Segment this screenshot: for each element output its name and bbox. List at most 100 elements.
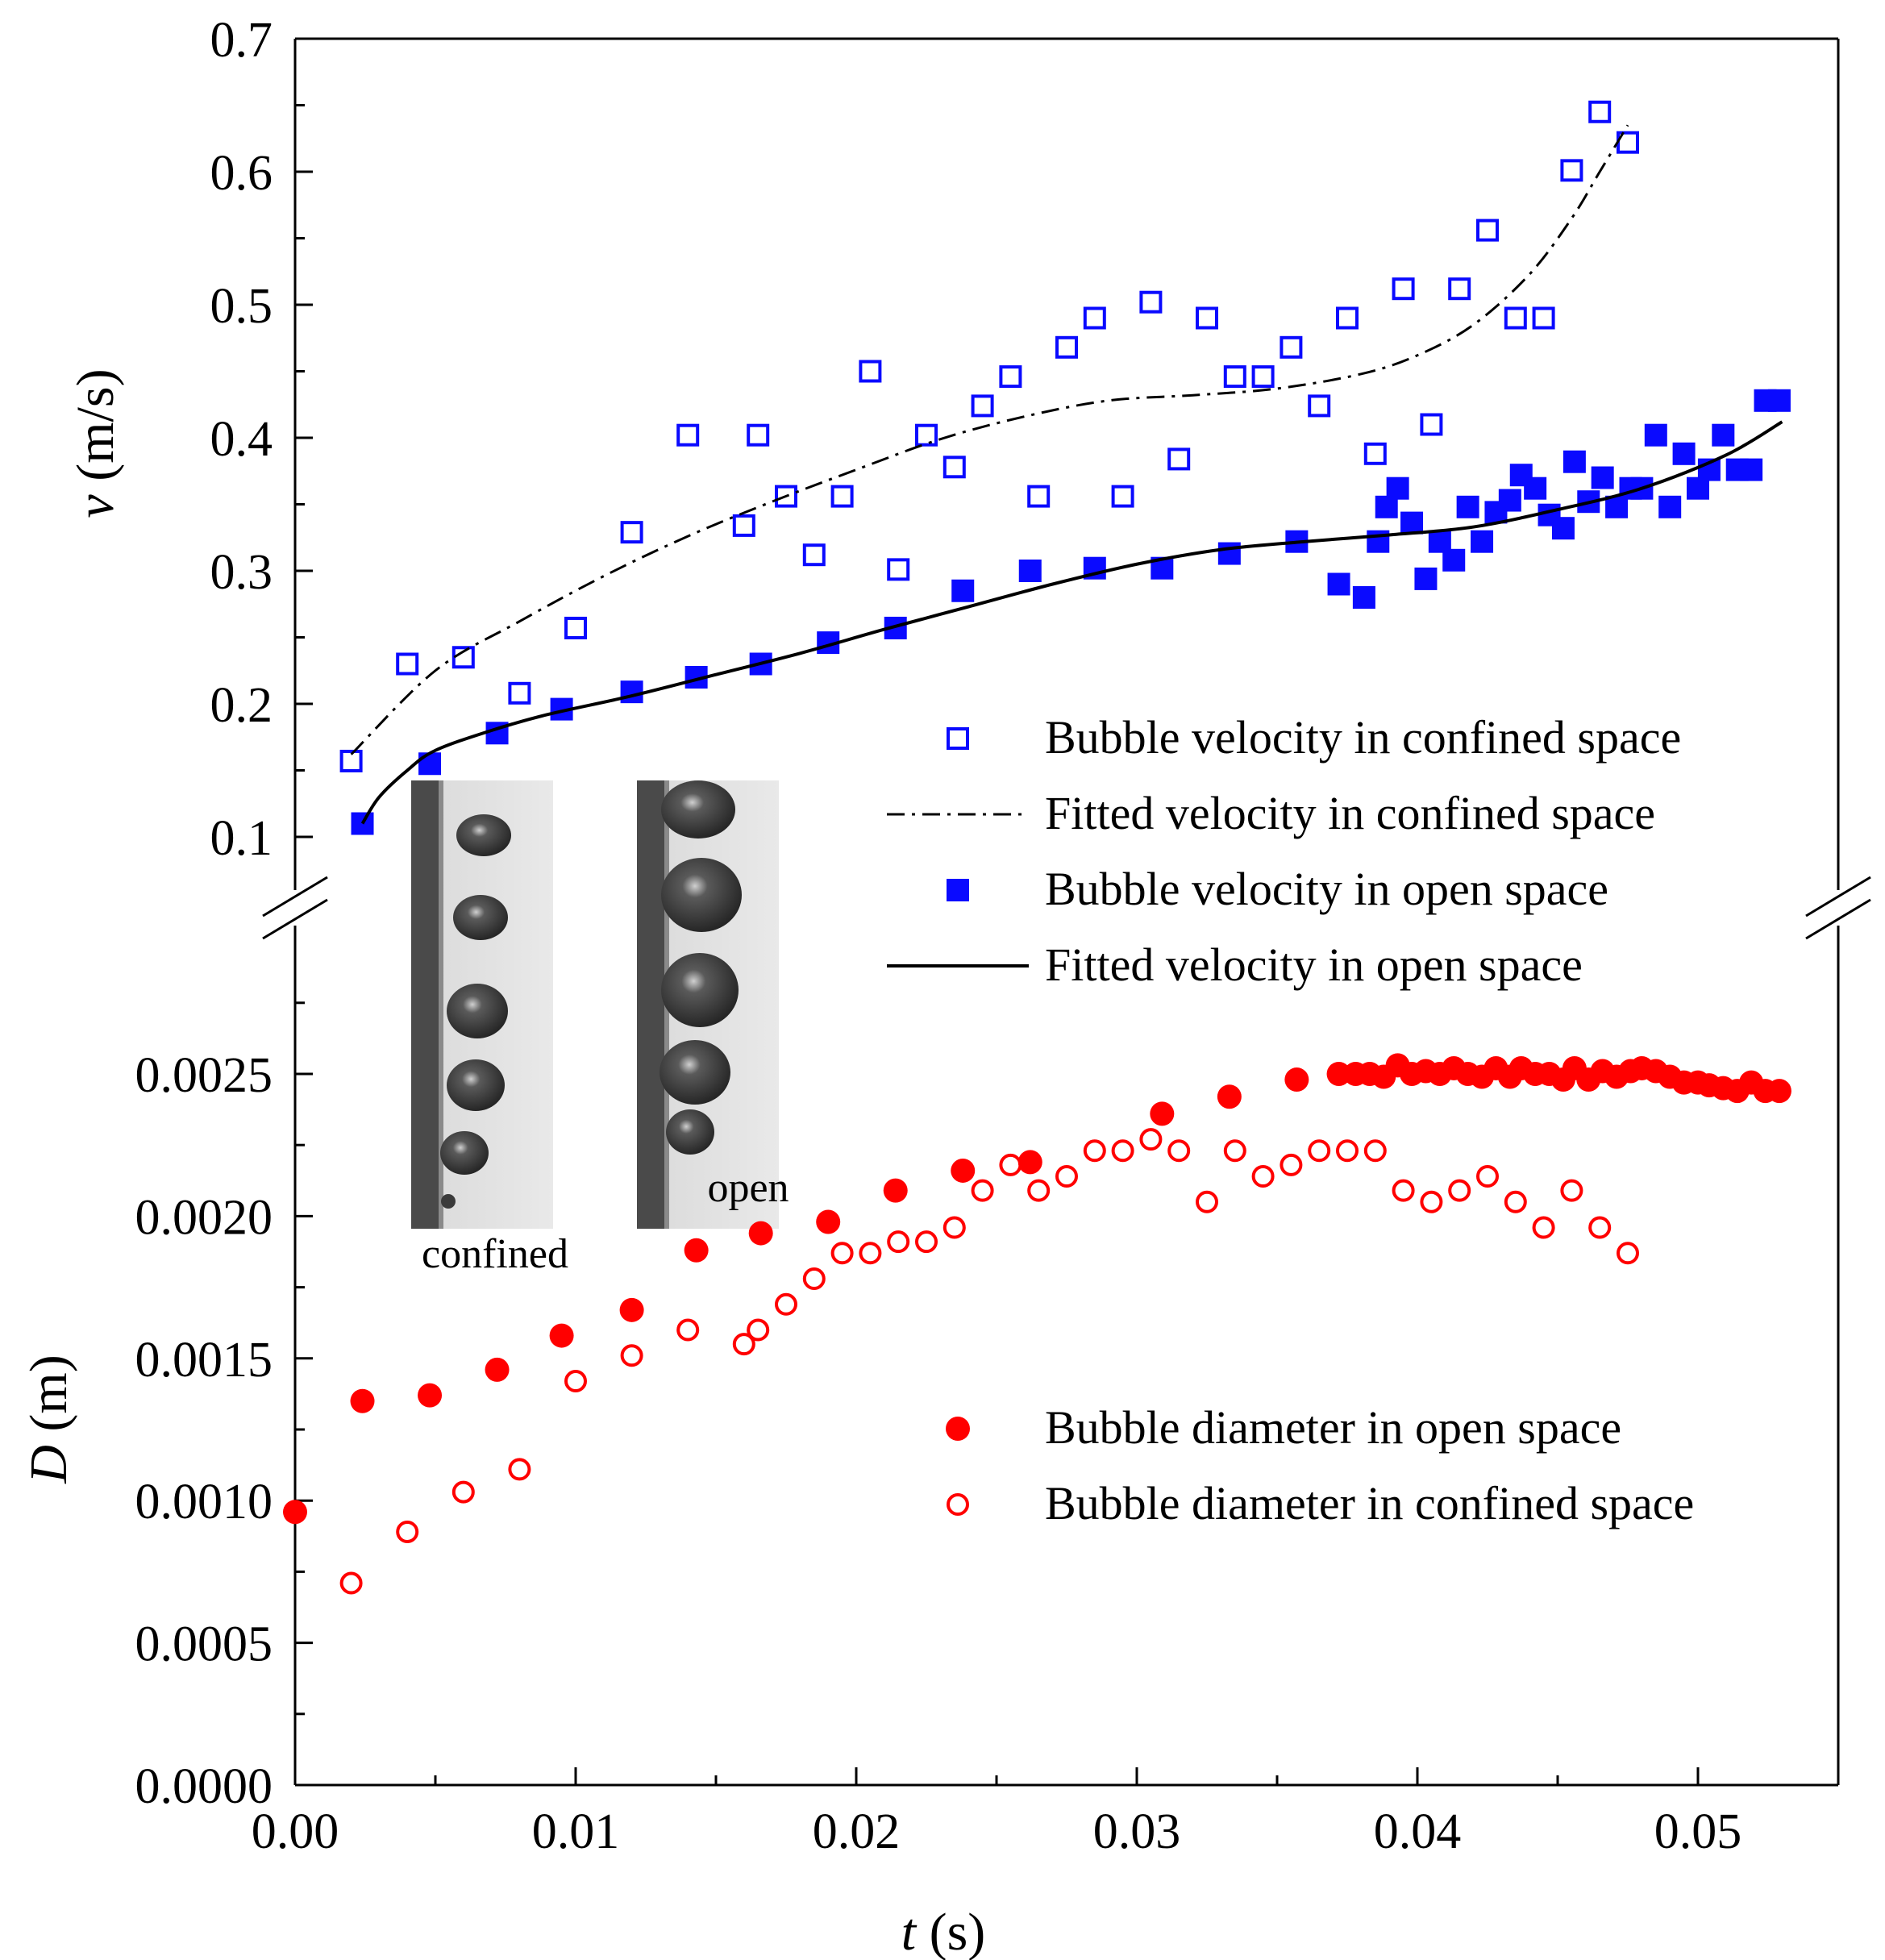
- data-point: [802, 1267, 826, 1291]
- data-point: [1658, 495, 1682, 518]
- data-point: [1672, 442, 1696, 465]
- data-point: [1217, 1084, 1242, 1109]
- data-point: [283, 1500, 307, 1525]
- data-point: [1363, 442, 1387, 465]
- data-point: [1767, 389, 1791, 412]
- plot-frame: [262, 37, 1871, 1787]
- data-point: [485, 1357, 510, 1382]
- series-bubble-diameter-in-confined-space: [339, 1128, 1639, 1595]
- data-point: [418, 1383, 443, 1408]
- data-point: [747, 423, 770, 447]
- data-point: [1111, 485, 1134, 508]
- data-point: [1018, 560, 1042, 582]
- data-point: [775, 1292, 797, 1316]
- data-point: [1083, 1139, 1106, 1163]
- top-y-tick-label: 0.3: [210, 545, 273, 600]
- data-point: [418, 752, 442, 776]
- data-point: [508, 1458, 531, 1481]
- data-point: [1196, 1190, 1218, 1213]
- data-point: [1551, 517, 1575, 540]
- legend-symbol: [947, 879, 969, 901]
- axis-ticks: [293, 37, 1700, 1787]
- data-point: [1055, 335, 1078, 359]
- data-point: [802, 543, 826, 567]
- right-axis-break-mark-1: [1805, 876, 1871, 918]
- data-point: [859, 360, 882, 383]
- data-point: [1560, 159, 1583, 182]
- bottom-y-tick-label: 0.0025: [135, 1048, 273, 1103]
- data-point: [1251, 1165, 1275, 1188]
- data-point: [684, 1238, 709, 1263]
- data-point: [951, 1158, 976, 1183]
- inset-caption-confined: confined: [422, 1231, 568, 1277]
- data-point: [1386, 476, 1409, 500]
- legend: Bubble velocity in confined space Fitted …: [887, 711, 1694, 1529]
- data-point: [1588, 100, 1612, 123]
- data-point: [887, 558, 910, 581]
- data-point: [1532, 1216, 1555, 1239]
- data-point: [451, 1480, 475, 1504]
- data-point: [1217, 542, 1241, 565]
- data-point: [971, 1179, 994, 1202]
- data-point: [971, 394, 994, 418]
- data-point: [619, 1297, 644, 1322]
- series-fitted-velocity-in-confined-space: [350, 124, 1629, 755]
- data-point: [915, 1230, 938, 1254]
- data-point: [1448, 1179, 1471, 1202]
- data-point: [748, 1221, 773, 1246]
- x-tick-label: 0.04: [1374, 1804, 1462, 1859]
- data-point: [1111, 1139, 1134, 1163]
- data-point: [1326, 1062, 1351, 1086]
- top-y-tick-label: 0.7: [210, 13, 273, 68]
- legend-symbol: [947, 727, 969, 750]
- data-point: [999, 365, 1022, 389]
- data-point: [1027, 485, 1051, 508]
- x-tick-label: 0.02: [813, 1804, 901, 1859]
- left-axis-break-mark-1: [262, 876, 328, 918]
- data-point: [1167, 1139, 1191, 1163]
- data-point: [676, 1318, 700, 1342]
- data-point: [830, 485, 854, 508]
- data-point: [887, 1230, 910, 1254]
- series-bubble-diameter-in-open-space: [283, 1053, 1791, 1525]
- x-tick-label: 0.05: [1654, 1804, 1742, 1859]
- data-point: [1308, 1139, 1331, 1163]
- top-y-tick-label: 0.2: [210, 678, 273, 733]
- x-tick-label: 0.00: [252, 1804, 339, 1859]
- data-point: [339, 749, 363, 772]
- legend-label: Fitted velocity in open space: [1045, 938, 1583, 991]
- data-point: [943, 456, 966, 479]
- legend-symbol: [947, 1493, 969, 1516]
- data-point: [1308, 394, 1331, 418]
- data-point: [830, 1242, 854, 1265]
- bottom-y-tick-label: 0.0000: [135, 1759, 273, 1814]
- data-point: [1498, 489, 1521, 512]
- data-point: [1471, 530, 1494, 553]
- data-point: [339, 1571, 363, 1595]
- top-y-tick-label: 0.5: [210, 279, 273, 334]
- data-point: [1591, 466, 1614, 489]
- data-point: [564, 616, 587, 639]
- bottom-y-tick-label: 0.0015: [135, 1333, 273, 1388]
- data-point: [1532, 306, 1555, 330]
- data-point: [1563, 450, 1586, 473]
- data-point: [1560, 1179, 1583, 1202]
- legend-item: Bubble velocity in confined space: [947, 711, 1681, 764]
- data-point: [1420, 1190, 1443, 1213]
- x-tick-label: 0.03: [1093, 1804, 1181, 1859]
- inset-caption-open: open: [707, 1165, 789, 1211]
- legend-item: Fitted velocity in confined space: [887, 787, 1655, 839]
- data-point: [1223, 1139, 1246, 1163]
- x-tick-label: 0.01: [532, 1804, 620, 1859]
- legend-symbol: [946, 1417, 970, 1441]
- data-point: [747, 1318, 770, 1342]
- data-point: [1766, 1079, 1791, 1104]
- bottom-y-axis-title: D (m): [19, 1355, 78, 1484]
- legend-label: Bubble diameter in open space: [1045, 1401, 1621, 1454]
- data-point: [943, 1216, 966, 1239]
- data-point: [451, 646, 475, 669]
- data-point: [620, 1344, 643, 1367]
- data-point: [1456, 495, 1479, 518]
- bottom-y-tick-label: 0.0005: [135, 1617, 273, 1672]
- bottom-y-tick-label: 0.0020: [135, 1190, 273, 1245]
